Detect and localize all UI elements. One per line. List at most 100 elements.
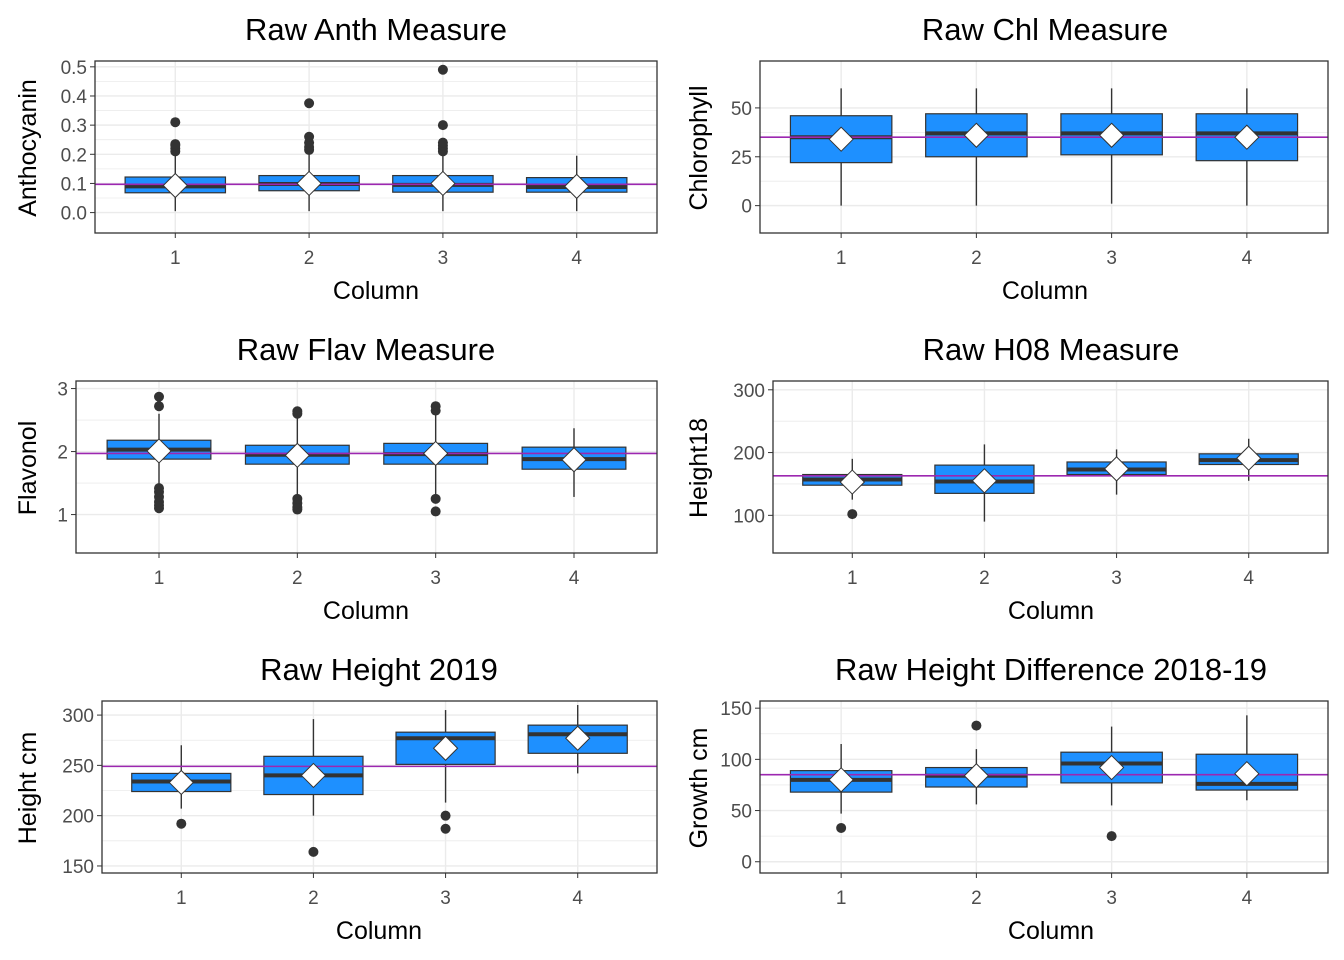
outlier-point xyxy=(1106,831,1117,842)
x-tick-label: 1 xyxy=(154,568,165,589)
panel-title: Raw H08 Measure xyxy=(923,332,1180,367)
panel-title: Raw Height 2019 xyxy=(260,652,498,687)
x-tick-label: 3 xyxy=(1106,248,1117,269)
x-tick-label: 2 xyxy=(979,568,990,589)
y-tick-label: 100 xyxy=(720,750,752,771)
y-tick-label: 0 xyxy=(741,197,752,218)
mean-marker xyxy=(828,126,854,152)
x-tick-label: 1 xyxy=(836,248,847,269)
mean-marker xyxy=(1234,760,1260,787)
mean-marker xyxy=(565,725,591,751)
outlier-point xyxy=(430,506,441,517)
mean-marker xyxy=(1098,122,1125,148)
panel-border xyxy=(759,700,1329,874)
y-axis-title: Growth cm xyxy=(685,728,713,849)
x-tick-label: 1 xyxy=(176,888,187,909)
panel-border xyxy=(94,60,658,234)
mean-marker xyxy=(963,763,990,789)
x-tick-label: 4 xyxy=(571,248,582,269)
panel-border xyxy=(75,380,658,554)
mean-marker xyxy=(168,769,194,796)
outlier-point xyxy=(304,131,315,142)
x-tick-label: 2 xyxy=(292,568,303,589)
outlier-point xyxy=(304,98,315,109)
outlier-point xyxy=(440,810,451,821)
mean-marker xyxy=(828,767,854,793)
y-axis-title: Height cm xyxy=(14,732,42,845)
y-tick-label: 0 xyxy=(741,853,752,874)
y-tick-label: 1 xyxy=(57,506,68,527)
y-tick-label: 200 xyxy=(62,807,94,828)
y-tick-label: 0.2 xyxy=(61,145,87,166)
outlier-point xyxy=(437,137,448,148)
y-tick-label: 25 xyxy=(731,148,752,169)
x-tick-label: 3 xyxy=(1111,568,1122,589)
mean-marker xyxy=(1103,456,1130,482)
y-axis-title: Chlorophyll xyxy=(685,85,713,210)
x-tick-label: 1 xyxy=(847,568,858,589)
outlier-point xyxy=(292,406,303,417)
outlier-point xyxy=(154,483,164,494)
y-tick-label: 100 xyxy=(733,506,765,527)
mean-marker xyxy=(561,447,587,473)
x-tick-label: 4 xyxy=(569,568,580,589)
chart-panel-flavonol: 1 2 3 1 2 3 4 xyxy=(57,380,658,589)
outlier-point xyxy=(308,846,319,857)
mean-marker xyxy=(564,173,590,200)
y-tick-label: 300 xyxy=(62,706,94,727)
outlier-point xyxy=(440,823,451,834)
mean-marker xyxy=(284,442,311,469)
x-tick-label: 4 xyxy=(1242,248,1253,269)
y-axis-title: Flavonol xyxy=(14,421,42,516)
x-axis-title: Column xyxy=(1008,597,1094,625)
x-tick-label: 3 xyxy=(1106,888,1117,909)
y-tick-label: 150 xyxy=(720,699,752,720)
panel-title: Raw Height Difference 2018-19 xyxy=(835,652,1267,687)
panel-title: Raw Chl Measure xyxy=(922,12,1168,47)
y-tick-label: 3 xyxy=(57,380,68,401)
x-axis-title: Column xyxy=(323,597,409,625)
outlier-point xyxy=(847,509,858,520)
outlier-point xyxy=(437,120,448,131)
y-tick-label: 50 xyxy=(731,802,752,823)
chart-panel-growth: 0 50 100 150 1 2 3 4 xyxy=(720,699,1329,909)
outlier-point xyxy=(971,720,982,731)
outlier-point xyxy=(170,117,181,128)
outlier-point xyxy=(836,822,847,833)
x-axis-title: Column xyxy=(1002,277,1088,305)
y-tick-label: 0.5 xyxy=(61,58,87,79)
y-tick-label: 2 xyxy=(57,443,68,464)
chart-panel-anthocyanin: 0.0 0.1 0.2 0.3 0.4 0.5 1 2 3 4 xyxy=(61,58,658,269)
y-axis-title: Height18 xyxy=(685,418,713,518)
mean-marker xyxy=(1234,124,1260,150)
x-tick-label: 2 xyxy=(971,248,982,269)
x-tick-label: 2 xyxy=(971,888,982,909)
mean-marker xyxy=(146,438,172,464)
x-tick-label: 2 xyxy=(308,888,319,909)
chart-panel-chlorophyll: 0 25 50 1 2 3 4 xyxy=(731,60,1329,269)
y-tick-label: 300 xyxy=(733,381,765,402)
mean-marker xyxy=(430,170,456,197)
chart-panel-height-2019: 150 200 250 300 1 2 3 4 xyxy=(62,700,658,909)
outlier-point xyxy=(292,493,303,504)
y-tick-label: 250 xyxy=(62,756,94,777)
outlier-point xyxy=(154,391,164,402)
panel-title: Raw Flav Measure xyxy=(237,332,495,367)
mean-marker xyxy=(422,440,449,467)
x-tick-label: 3 xyxy=(438,248,449,269)
mean-marker xyxy=(162,172,188,199)
mean-marker xyxy=(971,468,998,494)
y-tick-label: 0.3 xyxy=(61,116,87,137)
x-axis-title: Column xyxy=(336,917,422,945)
x-tick-label: 1 xyxy=(170,248,181,269)
y-tick-label: 50 xyxy=(731,99,752,120)
x-tick-label: 3 xyxy=(430,568,441,589)
mean-marker xyxy=(963,122,990,148)
x-tick-label: 1 xyxy=(836,888,847,909)
y-axis-title: Anthocyanin xyxy=(14,79,42,217)
panel-border xyxy=(759,60,1329,234)
panel-border xyxy=(772,380,1329,554)
y-tick-label: 0.1 xyxy=(61,174,87,195)
